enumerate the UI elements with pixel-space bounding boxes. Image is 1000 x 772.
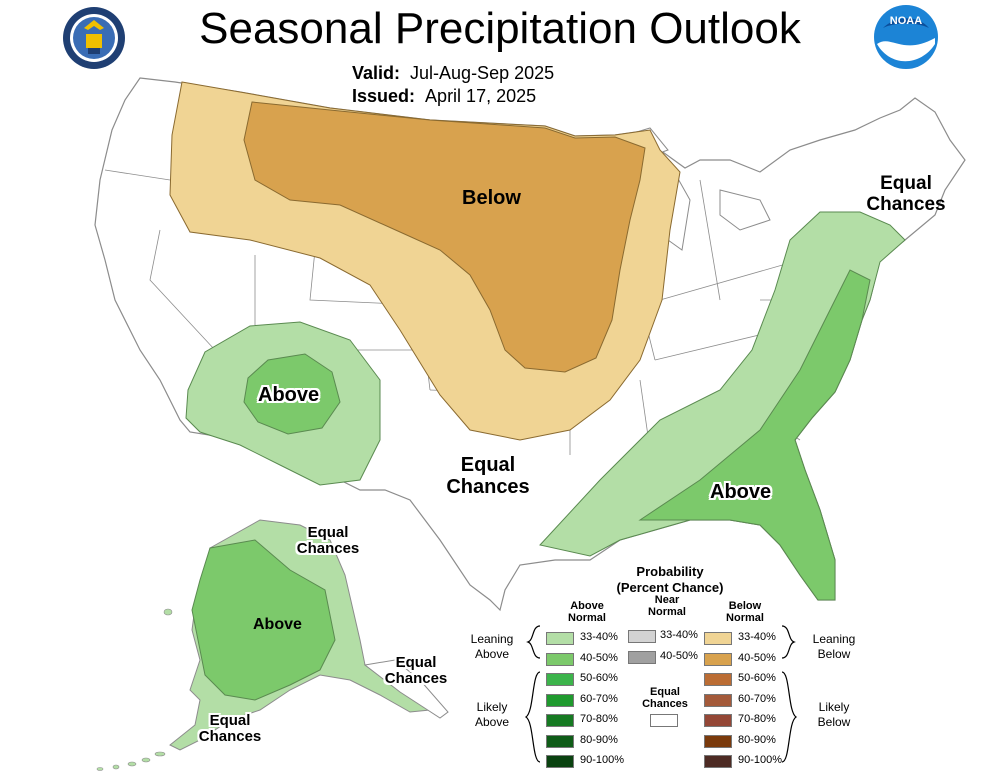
near_scale-label-1: 40-50% (660, 649, 698, 662)
above_scale-label-5: 80-90% (580, 733, 618, 746)
legend-equal-swatch (650, 714, 678, 727)
legend-head-near: Near Normal (648, 594, 686, 618)
legend-leaning-below: Leaning Below (812, 632, 856, 661)
below_scale-label-5: 80-90% (738, 733, 776, 746)
below_scale-swatch-3 (704, 693, 732, 707)
legend-equal-chances: Equal Chances (642, 686, 688, 710)
below_scale-label-6: 90-100% (738, 754, 783, 766)
above_scale-swatch-1 (546, 652, 574, 666)
below_scale-label-3: 60-70% (738, 692, 776, 705)
legend-braces (524, 625, 798, 763)
below_scale-swatch-5 (704, 734, 732, 748)
label-above-southeast: Above (710, 481, 772, 503)
legend-head-below: Below Normal (726, 600, 764, 624)
near_scale-label-0: 33-40% (660, 629, 698, 641)
aleutian-islands (96, 608, 173, 771)
below_scale-swatch-2 (704, 673, 732, 686)
above_scale-swatch-4 (546, 714, 574, 727)
legend-likely-above: Likely Above (474, 700, 510, 729)
label-above-southwest: Above (258, 384, 320, 406)
above_scale-label-2: 50-60% (580, 672, 618, 684)
label-alaska-above: Above (253, 616, 302, 633)
above_scale-swatch-3 (546, 693, 574, 707)
above_scale-swatch-2 (546, 673, 574, 686)
below_scale-label-1: 40-50% (738, 651, 776, 664)
label-alaska-equal-southeast: Equal Chances (384, 654, 448, 688)
noaa-logo-icon: NOAA (873, 4, 939, 70)
alaska-above-40-50-region (191, 539, 336, 701)
outlook-meta: Valid: Jul-Aug-Sep 2025 Issued: April 17… (352, 62, 554, 108)
below_scale-swatch-6 (704, 755, 732, 768)
legend-likely-below: Likely Below (817, 700, 851, 729)
above-southwest-40-50-region (243, 353, 341, 435)
near_scale-swatch-0 (628, 630, 656, 643)
alaska-panhandle (363, 659, 449, 719)
below_scale-swatch-1 (704, 652, 732, 666)
issued-value: April 17, 2025 (425, 86, 537, 106)
page-title: Seasonal Precipitation Outlook (199, 4, 801, 53)
svg-text:NOAA: NOAA (890, 15, 922, 27)
label-below: Below (462, 187, 521, 209)
below-40-50-region (243, 101, 646, 373)
above_scale-swatch-6 (546, 755, 574, 768)
above_scale-label-4: 70-80% (580, 713, 618, 725)
label-alaska-equal-north: Equal Chances (296, 524, 360, 558)
below_scale-swatch-0 (704, 632, 732, 645)
above_scale-label-1: 40-50% (580, 651, 618, 664)
above_scale-swatch-0 (546, 632, 574, 645)
above_scale-label-6: 90-100% (580, 754, 625, 766)
above_scale-swatch-5 (546, 734, 574, 748)
legend-leaning-above: Leaning Above (470, 632, 514, 661)
below_scale-swatch-4 (704, 714, 732, 727)
commerce-seal-icon (62, 6, 126, 70)
above-east-40-50-region (638, 269, 871, 601)
below_scale-label-2: 50-60% (738, 672, 776, 684)
probability-legend: Probability (Percent Chance) Above Normal … (460, 562, 880, 768)
issued-label: Issued: (352, 86, 416, 106)
label-equal-texas: Equal Chances (446, 454, 530, 498)
legend-head-above: Above Normal (568, 600, 606, 624)
near_scale-swatch-1 (628, 650, 656, 664)
above_scale-label-3: 60-70% (580, 692, 618, 705)
legend-title: Probability (Percent Chance) (616, 564, 724, 595)
label-equal-northeast: Equal Chances (866, 173, 946, 215)
below_scale-label-0: 33-40% (738, 631, 776, 643)
above_scale-label-0: 33-40% (580, 631, 618, 643)
valid-value: Jul-Aug-Sep 2025 (410, 63, 555, 83)
valid-label: Valid: (352, 63, 401, 83)
below_scale-label-4: 70-80% (738, 713, 776, 725)
label-alaska-equal-southwest: Equal Chances (198, 712, 262, 746)
